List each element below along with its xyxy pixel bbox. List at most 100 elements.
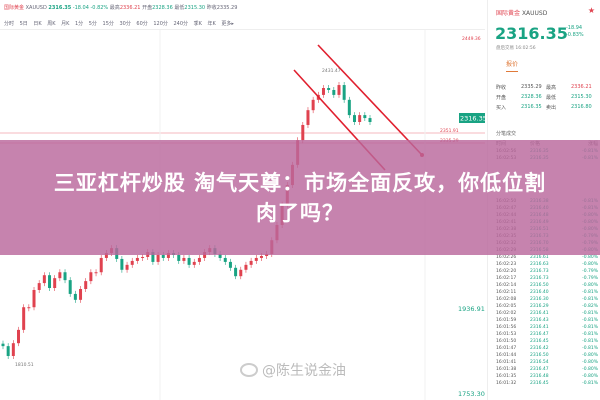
quote-label: 最高 bbox=[546, 84, 557, 91]
quote-header: 国际黄金 XAUUSD 2316.35 -18.04 -0.82% 最高2336… bbox=[0, 0, 485, 30]
trade-row: 16:02:17 2316.73 -0.79% bbox=[496, 275, 598, 282]
trade-price: 2316.41 bbox=[530, 311, 549, 316]
tab-quote[interactable]: 报价 bbox=[506, 59, 519, 72]
trade-price: 2316.73 bbox=[530, 269, 549, 274]
candle bbox=[6, 346, 10, 356]
panel-code: XAUUSD bbox=[521, 10, 548, 17]
trade-price: 2316.63 bbox=[530, 262, 549, 267]
header-price: 2316.35 bbox=[48, 5, 72, 11]
candle bbox=[48, 275, 52, 289]
trade-time: 16:01:38 bbox=[496, 367, 517, 372]
trade-pct: -0.80% bbox=[582, 262, 598, 267]
candle bbox=[347, 99, 351, 116]
trade-time: 16:01:47 bbox=[496, 346, 517, 351]
candle bbox=[197, 257, 201, 262]
trade-row: 16:02:02 2316.41 -0.81% bbox=[496, 310, 598, 317]
trade-price: 2316.47 bbox=[530, 367, 549, 372]
trade-time: 16:02:05 bbox=[496, 304, 517, 309]
quote-label: 最低 bbox=[546, 94, 557, 101]
label: 开盘 bbox=[142, 5, 153, 11]
quote-value: 2336.21 bbox=[571, 84, 592, 90]
candle bbox=[311, 99, 315, 111]
candle bbox=[358, 115, 362, 122]
trade-row: 16:02:14 2316.50 -0.80% bbox=[496, 282, 598, 289]
headline-line-2: 肉了吗？ bbox=[256, 200, 344, 225]
watermark: @陈生说金油 bbox=[240, 360, 346, 380]
value: 2336.21 bbox=[119, 5, 141, 11]
trade-row: 16:02:26 2316.61 -0.80% bbox=[496, 254, 598, 261]
candle bbox=[218, 254, 222, 258]
trade-price: 2316.50 bbox=[530, 353, 549, 358]
trade-pct: -0.81% bbox=[582, 332, 598, 337]
trade-row: 16:01:56 2316.41 -0.81% bbox=[496, 324, 598, 331]
quote-row: 昨收 2335.29 最高 2336.21 bbox=[496, 82, 596, 92]
candle bbox=[17, 329, 21, 344]
candle bbox=[11, 343, 15, 356]
trade-price: 2316.30 bbox=[530, 297, 549, 302]
favorite-star-icon[interactable]: ★ bbox=[587, 6, 595, 15]
candle bbox=[37, 283, 41, 290]
candle bbox=[228, 261, 232, 268]
symbol-name: 国际黄金 bbox=[4, 5, 25, 11]
trade-time: 16:02:26 bbox=[496, 255, 517, 260]
candle bbox=[58, 272, 62, 279]
quote-label: 开盘 bbox=[496, 94, 507, 101]
candle bbox=[125, 264, 129, 270]
trade-row: 16:01:35 2316.48 -0.80% bbox=[496, 373, 598, 380]
trade-price: 2316.61 bbox=[530, 255, 549, 260]
trade-time: 16:01:35 bbox=[496, 374, 517, 379]
candle bbox=[32, 289, 36, 308]
trade-pct: -0.81% bbox=[582, 290, 598, 295]
headline-line-1: 三亚杠杆炒股 淘气天尊：市场全面反攻，你低位割 bbox=[53, 170, 547, 195]
candle bbox=[177, 255, 181, 261]
label: 最高 bbox=[109, 5, 120, 11]
trade-row: 16:02:20 2316.73 -0.79% bbox=[496, 268, 598, 275]
panel-title: 国际黄金 XAUUSD bbox=[496, 8, 547, 17]
headline-overlay: 三亚杠杆炒股 淘气天尊：市场全面反攻，你低位割 肉了吗？ bbox=[0, 140, 600, 255]
current-price-label: 2316.35 bbox=[460, 115, 485, 123]
trade-row: 16:01:44 2316.50 -0.80% bbox=[496, 352, 598, 359]
candle bbox=[187, 257, 191, 265]
candle bbox=[254, 257, 258, 261]
trade-time: 16:02:17 bbox=[496, 276, 517, 281]
symbol-code: XAUUSD bbox=[25, 5, 47, 11]
trade-pct: -0.80% bbox=[582, 374, 598, 379]
trade-price: 2316.42 bbox=[530, 346, 549, 351]
axis-top-label: 2449.36 bbox=[462, 36, 481, 42]
candle bbox=[342, 85, 346, 100]
value: 2328.36 bbox=[152, 5, 173, 11]
candle bbox=[27, 307, 31, 309]
quote-value: 2316.35 bbox=[521, 104, 542, 110]
trade-time: 16:01:41 bbox=[496, 360, 517, 365]
candle bbox=[321, 88, 325, 95]
panel-change: -18.94 -0.83% bbox=[566, 25, 584, 39]
trade-time: 16:02:20 bbox=[496, 269, 517, 274]
candle bbox=[239, 269, 243, 277]
trade-pct: -0.81% bbox=[582, 339, 598, 344]
quote-value: 2328.36 bbox=[521, 94, 542, 100]
candle bbox=[1, 343, 5, 347]
candle bbox=[84, 281, 88, 289]
trade-time: 16:02:02 bbox=[496, 311, 517, 316]
candle bbox=[104, 253, 108, 258]
trade-price: 2316.45 bbox=[530, 339, 549, 344]
candle bbox=[306, 110, 310, 125]
high-label: 2431.47 bbox=[322, 68, 341, 74]
candle bbox=[244, 264, 248, 270]
quote-label: 买入 bbox=[496, 104, 507, 111]
trade-pct: -0.81% bbox=[582, 325, 598, 330]
panel-name: 国际黄金 bbox=[496, 10, 521, 17]
candle bbox=[68, 280, 72, 294]
candle bbox=[182, 257, 186, 261]
trade-time: 16:01:53 bbox=[496, 332, 517, 337]
current-price-tag bbox=[459, 113, 485, 123]
trade-row: 16:01:41 2316.54 -0.80% bbox=[496, 359, 598, 366]
quote-row: 开盘 2328.36 最低 2315.30 bbox=[496, 92, 596, 102]
trade-row: 16:01:53 2316.47 -0.81% bbox=[496, 331, 598, 338]
candle bbox=[151, 252, 155, 262]
trade-time: 16:02:23 bbox=[496, 262, 517, 267]
candle bbox=[166, 253, 170, 258]
candle bbox=[332, 89, 336, 95]
trade-price: 2316.41 bbox=[530, 325, 549, 330]
period-tabs[interactable]: 分时 5日 日K 周K 月K 1分 5分 15分 30分 60分 120分 24… bbox=[4, 21, 234, 27]
